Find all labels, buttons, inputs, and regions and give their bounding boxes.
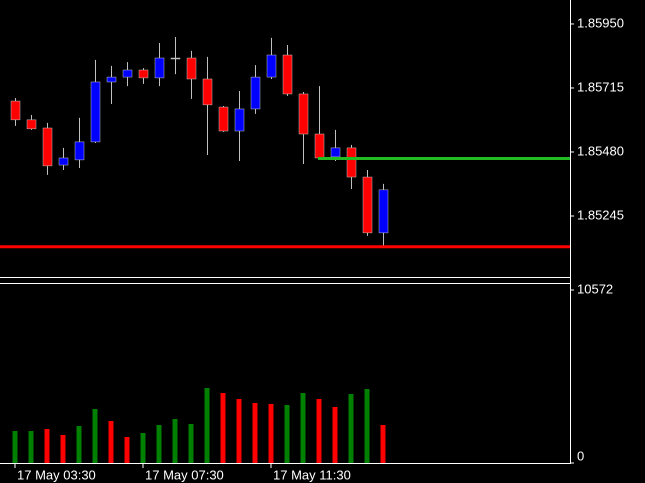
volume-bar xyxy=(252,403,258,463)
x-tick-label: 17 May 03:30 xyxy=(17,467,96,482)
volume-bar xyxy=(188,424,194,463)
candle-body xyxy=(154,57,165,79)
candle-body xyxy=(170,57,181,60)
volume-bar xyxy=(204,388,210,463)
volume-bar xyxy=(380,425,386,463)
volume-bar xyxy=(268,404,274,463)
volume-bar xyxy=(156,425,162,463)
y-tick-label: 1.85950 xyxy=(577,15,624,30)
volume-bar xyxy=(236,399,242,463)
volume-bar xyxy=(316,399,322,463)
candle-body xyxy=(330,147,341,158)
volume-bar xyxy=(76,426,82,463)
candle-body xyxy=(186,57,197,80)
volume-bar xyxy=(348,394,354,463)
volume-bar xyxy=(124,436,130,463)
candle-body xyxy=(106,76,117,83)
volume-bar xyxy=(44,429,50,463)
candle-body xyxy=(122,69,133,78)
candle-body xyxy=(378,189,389,234)
volume-bar xyxy=(284,405,290,463)
volume-bar xyxy=(364,389,370,463)
volume-bar xyxy=(60,435,66,463)
candle-body xyxy=(250,76,261,110)
candle-body xyxy=(362,176,373,234)
candle-body xyxy=(90,81,101,143)
volume-bar xyxy=(28,431,34,463)
y-tick-label: 10572 xyxy=(577,281,613,296)
volume-bar xyxy=(12,431,18,463)
candle-body xyxy=(346,147,357,178)
volume-bar xyxy=(220,393,226,463)
x-tick-label: 17 May 07:30 xyxy=(145,467,224,482)
candle-body xyxy=(74,141,85,161)
candle-body xyxy=(314,133,325,159)
volume-bar xyxy=(300,393,306,463)
candle-body xyxy=(10,100,21,121)
candle-body xyxy=(218,106,229,132)
volume-bar xyxy=(92,408,98,463)
x-tick-label: 17 May 11:30 xyxy=(273,467,351,482)
candle-body xyxy=(234,108,245,132)
candle-body xyxy=(26,119,37,130)
candle-body xyxy=(298,93,309,135)
candle-body xyxy=(266,54,277,78)
candle-body xyxy=(282,54,293,95)
volume-bar xyxy=(172,419,178,463)
volume-bar xyxy=(108,421,114,463)
y-tick-label: 0 xyxy=(577,448,584,463)
candle-body xyxy=(138,69,149,79)
candle-body xyxy=(202,78,213,106)
y-tick-label: 1.85715 xyxy=(577,79,624,94)
y-tick-label: 1.85480 xyxy=(577,143,624,158)
y-tick-label: 1.85245 xyxy=(577,207,624,222)
candle-body xyxy=(42,127,53,167)
candle-body xyxy=(58,157,69,166)
volume-bar xyxy=(140,433,146,463)
volume-bar xyxy=(332,407,338,463)
